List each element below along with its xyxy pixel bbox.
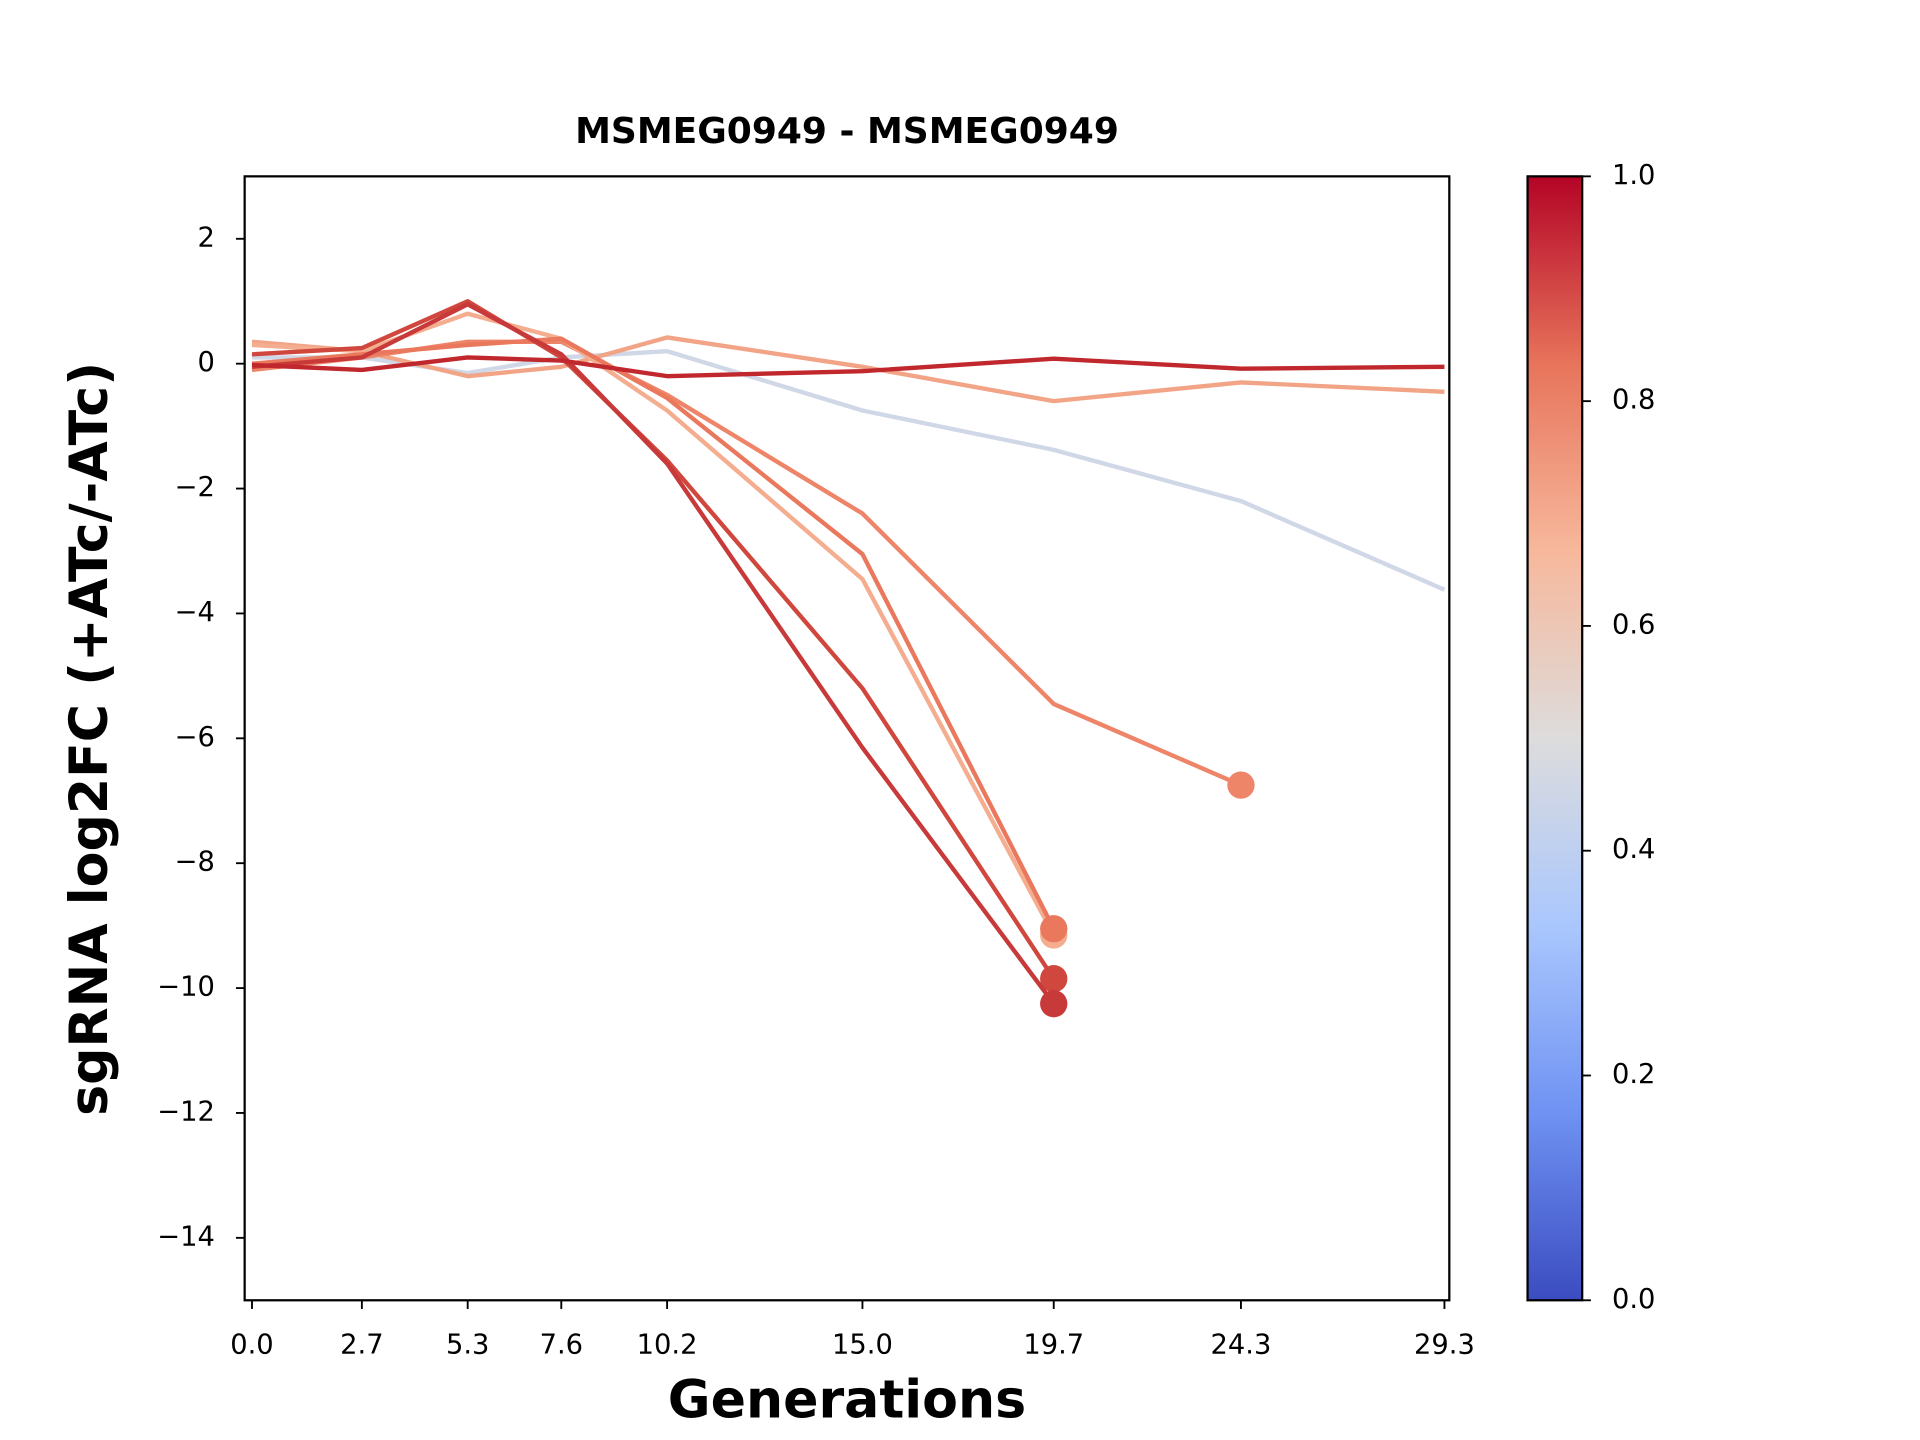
series-line (251, 302, 1056, 1005)
x-axis-label: Generations (668, 1370, 1026, 1430)
y-tick-label: −12 (157, 1096, 215, 1127)
end-marker (1227, 771, 1255, 799)
end-marker (1040, 915, 1068, 943)
chart-title: MSMEG0949 - MSMEG0949 (575, 111, 1119, 152)
y-tick-label: −2 (175, 472, 215, 503)
y-tick-label: −4 (175, 597, 215, 628)
series-line (251, 355, 1445, 379)
y-tick-label: −10 (157, 972, 215, 1003)
x-tick-label: 0.0 (230, 1330, 273, 1361)
x-tick-label: 7.6 (540, 1330, 583, 1361)
y-tick-label: −6 (175, 722, 215, 753)
series-line (251, 349, 1446, 592)
series-line (251, 339, 1242, 788)
y-tick-label: −8 (175, 847, 215, 878)
colorbar-tick-label: 0.0 (1612, 1284, 1655, 1315)
plot-frame (243, 175, 1451, 1302)
colorbar-tick-label: 0.6 (1612, 609, 1655, 640)
colorbar-tick-label: 1.0 (1612, 160, 1655, 191)
x-tick-label: 10.2 (637, 1330, 698, 1361)
x-tick-label: 29.3 (1414, 1330, 1475, 1361)
series-line (251, 335, 1445, 404)
y-tick-label: 2 (197, 222, 214, 253)
y-tick-label: 0 (197, 347, 214, 378)
x-tick-label: 15.0 (832, 1330, 893, 1361)
colorbar-tick-label: 0.2 (1612, 1059, 1655, 1090)
colorbar (1526, 175, 1584, 1302)
colorbar-tick-label: 0.8 (1612, 385, 1655, 416)
series-line (251, 336, 1056, 930)
y-axis-label: sgRNA log2FC (+ATc/-ATc) (60, 362, 120, 1116)
colorbar-tick-label: 0.4 (1612, 834, 1655, 865)
y-tick-label: −14 (157, 1221, 215, 1252)
end-marker (1040, 990, 1068, 1018)
x-tick-label: 5.3 (446, 1330, 489, 1361)
x-tick-label: 2.7 (340, 1330, 383, 1361)
end-marker (1040, 965, 1068, 993)
x-tick-label: 24.3 (1211, 1330, 1272, 1361)
x-tick-label: 19.7 (1023, 1330, 1084, 1361)
